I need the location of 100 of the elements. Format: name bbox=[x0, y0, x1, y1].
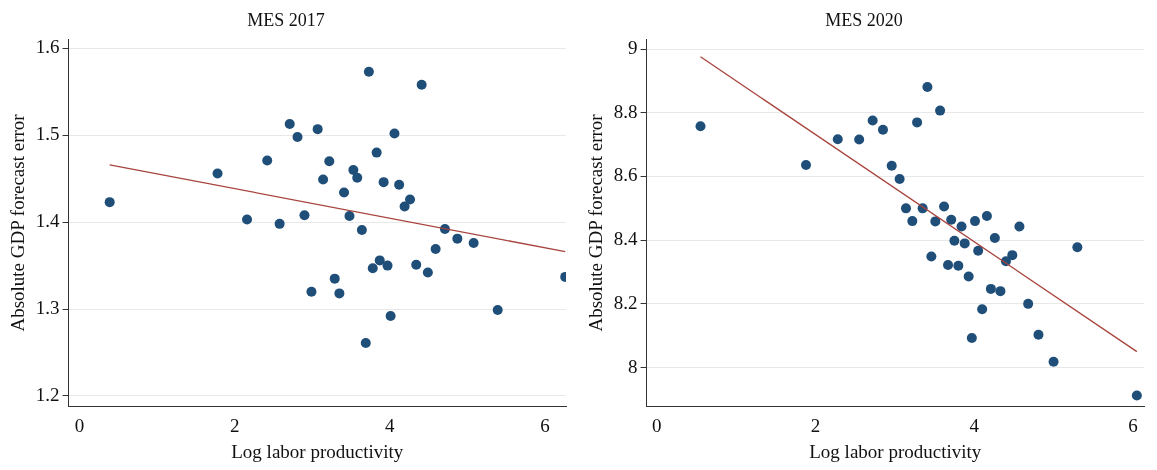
point bbox=[352, 172, 363, 183]
x-tick-label: 4 bbox=[969, 414, 980, 436]
x-tick-label: 6 bbox=[540, 414, 550, 436]
point bbox=[242, 214, 253, 225]
y-tick-label: 8.2 bbox=[613, 291, 638, 313]
x-tick-label: 0 bbox=[652, 414, 662, 436]
point bbox=[329, 273, 340, 284]
point bbox=[854, 134, 865, 145]
point bbox=[324, 156, 335, 167]
point bbox=[1072, 242, 1083, 253]
point bbox=[411, 259, 422, 270]
point bbox=[452, 233, 463, 244]
point bbox=[1048, 356, 1059, 367]
point bbox=[1007, 250, 1018, 261]
point bbox=[801, 160, 812, 171]
point bbox=[695, 121, 706, 132]
y-tick-label: 1.4 bbox=[35, 210, 61, 232]
point bbox=[963, 271, 974, 282]
point bbox=[318, 174, 329, 185]
point bbox=[981, 211, 992, 221]
point bbox=[104, 197, 115, 208]
point bbox=[262, 155, 273, 166]
point bbox=[405, 194, 416, 205]
point bbox=[977, 304, 988, 315]
x-tick-label: 4 bbox=[385, 414, 396, 436]
point bbox=[422, 267, 433, 278]
point bbox=[1023, 298, 1034, 309]
point bbox=[334, 288, 345, 299]
point bbox=[378, 177, 389, 188]
point bbox=[956, 221, 967, 232]
point bbox=[312, 124, 323, 135]
point bbox=[416, 79, 427, 90]
y-tick-label: 8.8 bbox=[613, 100, 638, 122]
y-axis-title: Absolute GDP forecast error bbox=[7, 113, 29, 332]
point bbox=[363, 66, 374, 77]
point bbox=[867, 115, 878, 126]
point bbox=[989, 232, 1000, 243]
point bbox=[212, 168, 223, 179]
point bbox=[344, 211, 355, 222]
y-axis-title: Absolute GDP forecast error bbox=[585, 113, 607, 332]
y-tick-label: 8.4 bbox=[613, 228, 639, 250]
y-tick-label: 1.3 bbox=[35, 297, 60, 319]
point bbox=[922, 82, 933, 93]
point bbox=[382, 260, 393, 271]
point bbox=[385, 311, 396, 321]
point bbox=[995, 286, 1006, 297]
point bbox=[985, 283, 996, 294]
point bbox=[939, 201, 950, 212]
point bbox=[1033, 329, 1044, 340]
x-tick-label: 6 bbox=[1128, 414, 1138, 436]
x-tick-label: 0 bbox=[74, 414, 85, 436]
point bbox=[894, 174, 905, 185]
x-axis-title: Log labor productivity bbox=[231, 440, 404, 462]
point bbox=[292, 131, 303, 142]
x-tick-label: 2 bbox=[810, 414, 821, 436]
point bbox=[394, 179, 405, 190]
point bbox=[966, 332, 977, 343]
point bbox=[371, 147, 382, 158]
point bbox=[374, 255, 385, 266]
point bbox=[389, 128, 400, 139]
point bbox=[339, 187, 350, 198]
point bbox=[959, 238, 970, 249]
point bbox=[284, 118, 295, 129]
point bbox=[306, 286, 317, 297]
point bbox=[973, 245, 984, 256]
point bbox=[299, 210, 310, 221]
point bbox=[492, 304, 503, 315]
y-tick-label: 1.5 bbox=[35, 123, 60, 145]
point bbox=[1131, 390, 1142, 401]
point bbox=[1014, 221, 1025, 232]
x-tick-label: 2 bbox=[229, 414, 240, 436]
point bbox=[946, 214, 957, 225]
point bbox=[832, 134, 843, 145]
point bbox=[926, 251, 937, 262]
x-axis-title: Log labor productivity bbox=[809, 440, 982, 462]
point bbox=[900, 203, 911, 214]
y-tick-label: 8.6 bbox=[613, 164, 638, 186]
point bbox=[886, 160, 897, 171]
point bbox=[348, 164, 359, 175]
point bbox=[274, 218, 285, 229]
point bbox=[953, 260, 964, 271]
chart-title: MES 2020 bbox=[825, 9, 903, 30]
point bbox=[360, 337, 371, 348]
y-tick-label: 1.2 bbox=[35, 383, 60, 405]
point bbox=[430, 244, 441, 255]
point bbox=[912, 117, 923, 128]
point bbox=[877, 124, 888, 135]
point bbox=[930, 216, 941, 227]
point bbox=[468, 237, 479, 248]
point bbox=[367, 263, 378, 274]
point bbox=[356, 224, 367, 235]
point bbox=[943, 260, 954, 271]
point bbox=[970, 216, 981, 227]
point bbox=[907, 216, 918, 227]
y-tick-label: 9 bbox=[628, 37, 638, 59]
y-tick-label: 1.6 bbox=[35, 36, 60, 58]
point bbox=[935, 105, 946, 116]
point bbox=[949, 235, 960, 246]
chart-title: MES 2017 bbox=[247, 9, 325, 30]
y-tick-label: 8 bbox=[628, 355, 638, 377]
